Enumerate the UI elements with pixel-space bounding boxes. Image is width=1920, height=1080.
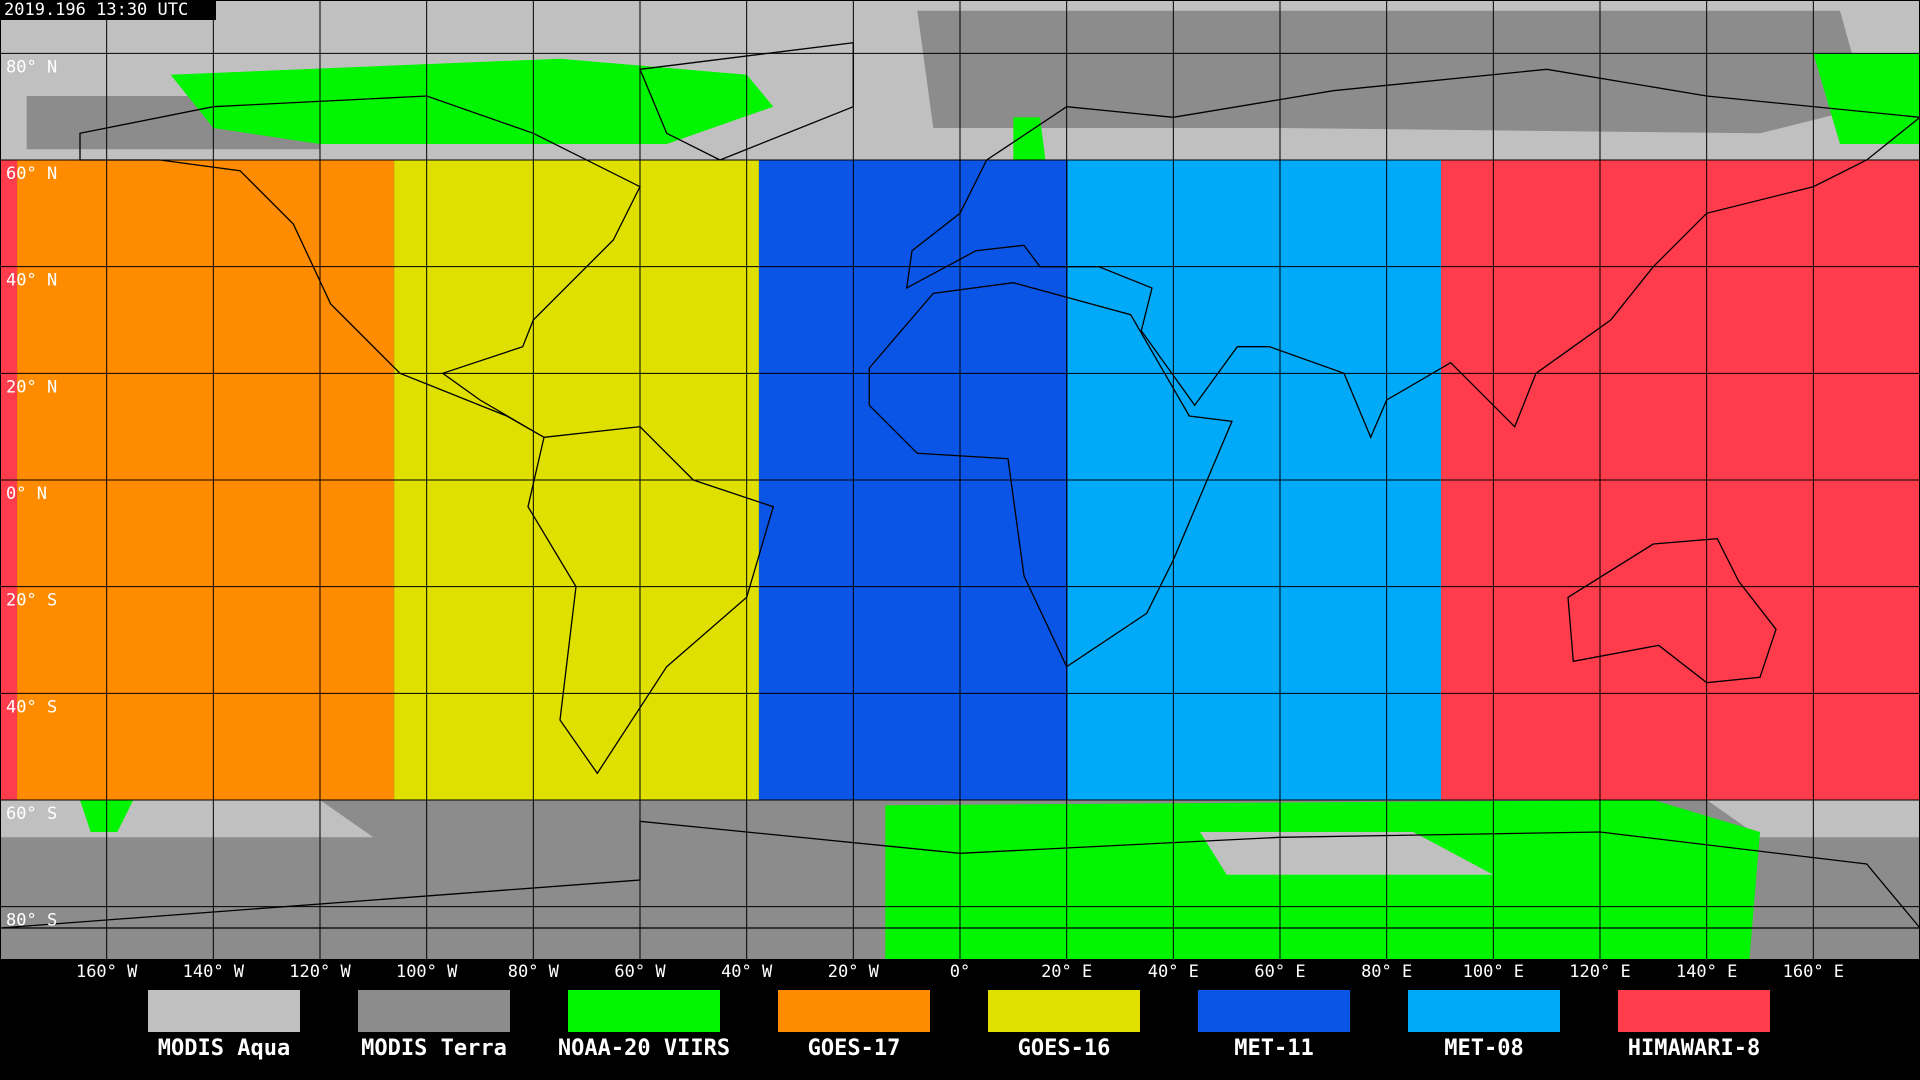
lon-label: 120° E: [1569, 962, 1630, 982]
legend-label: MET-11: [1234, 1036, 1313, 1061]
legend-swatch: [988, 990, 1140, 1032]
lon-label: 20° E: [1041, 962, 1092, 982]
legend-swatch: [1198, 990, 1350, 1032]
lon-label: 140° E: [1676, 962, 1737, 982]
lon-label: 80° W: [508, 962, 560, 982]
lon-label: 40° E: [1148, 962, 1199, 982]
lat-label: 80° N: [6, 57, 57, 77]
timestamp-box: [0, 0, 216, 20]
coastline: [905, 68, 1920, 439]
lat-label: 20° S: [6, 591, 57, 611]
legend-swatch: [568, 990, 720, 1032]
lon-label: 60° E: [1254, 962, 1305, 982]
coastline: [639, 41, 854, 161]
viirs-north: [170, 58, 774, 145]
map-frame: [0, 0, 1920, 960]
legend-swatch: [358, 990, 510, 1032]
legend-label: NOAA-20 VIIRS: [558, 1036, 730, 1061]
legend-label: MET-08: [1444, 1036, 1523, 1061]
lon-label: 20° W: [828, 962, 880, 982]
terra-north: [917, 10, 1867, 134]
legend-swatch: [148, 990, 300, 1032]
legend-swatch: [778, 990, 930, 1032]
viirs-south: [885, 800, 1760, 960]
coastline: [527, 426, 775, 775]
lat-label: 60° S: [6, 804, 57, 824]
lat-label: 20° N: [6, 377, 57, 397]
viirs-south-hole: [1200, 832, 1494, 875]
legend-swatch: [1408, 990, 1560, 1032]
legend-swatch: [1618, 990, 1770, 1032]
lat-label: 80° S: [6, 911, 57, 931]
lat-label: 40° S: [6, 697, 57, 717]
viirs-north-2: [1813, 53, 1920, 144]
legend-label: GOES-16: [1018, 1036, 1111, 1061]
legend-label: MODIS Aqua: [158, 1036, 290, 1061]
lon-label: 60° W: [614, 962, 666, 982]
lon-label: 140° W: [183, 962, 245, 982]
lat-label: 60° N: [6, 164, 57, 184]
lat-label: 40° N: [6, 271, 57, 291]
legend-label: GOES-17: [808, 1036, 901, 1061]
lon-label: 160° E: [1783, 962, 1844, 982]
lon-label: 100° E: [1463, 962, 1524, 982]
lon-label: 40° W: [721, 962, 773, 982]
timestamp: 2019.196 13:30 UTC: [4, 0, 188, 20]
lon-label: 0°: [950, 962, 970, 982]
lon-label: 160° W: [76, 962, 138, 982]
lon-label: 100° W: [396, 962, 458, 982]
coastline: [1567, 538, 1777, 684]
legend-label: HIMAWARI-8: [1628, 1036, 1760, 1061]
viirs-north-3: [1013, 117, 1046, 160]
legend-label: MODIS Terra: [361, 1036, 507, 1061]
lon-label: 80° E: [1361, 962, 1412, 982]
map-layers: [0, 0, 1920, 961]
lon-label: 120° W: [289, 962, 351, 982]
lat-label: 0° N: [6, 484, 47, 504]
